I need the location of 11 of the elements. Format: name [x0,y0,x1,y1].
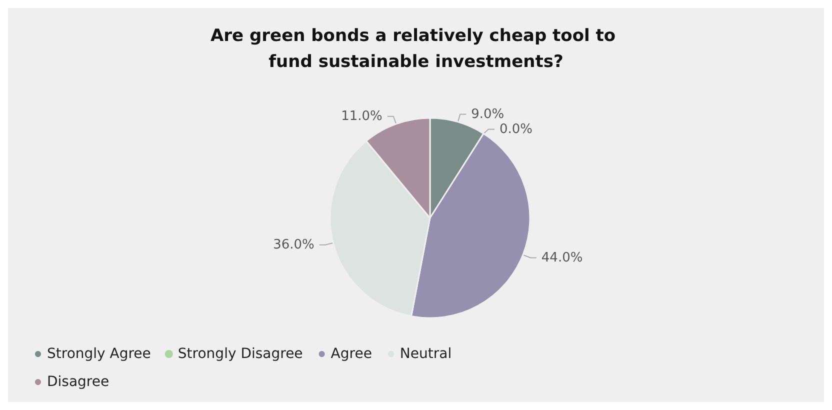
data-label: 11.0% [341,108,382,124]
legend-label: Agree [330,346,372,362]
text: 0.0% [500,122,533,137]
legend-label: Neutral [400,346,452,362]
data-label: 36.0% [273,237,314,252]
legend-label: Strongly Disagree [178,346,303,362]
legend-label: Strongly Agree [47,346,151,362]
chart-title: Are green bonds a relatively cheap tool to fund sustainable investments? [210,26,622,72]
data-label: 9.0% [471,106,504,122]
data-label: 44.0% [541,250,583,266]
legend-label: Disagree [47,374,110,390]
